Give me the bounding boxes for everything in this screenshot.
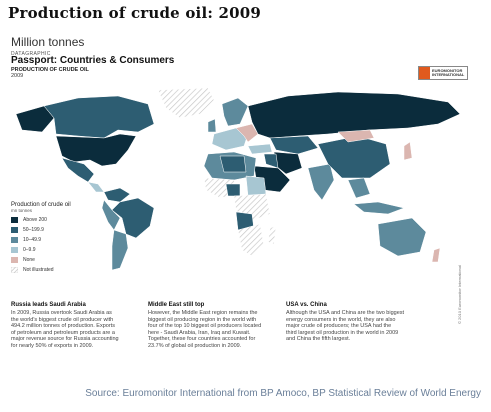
central-america-region [87, 181, 105, 193]
note-body: However, the Middle East region remains … [148, 310, 262, 349]
kazakhstan-region [269, 135, 319, 155]
new-zealand-region [431, 247, 441, 263]
australia-region [377, 217, 427, 257]
legend-item: 0–9.9 [11, 246, 71, 254]
southern-africa-region [237, 223, 265, 257]
source-caption: Source: Euromonitor International from B… [85, 388, 481, 399]
scandinavia-region [221, 97, 249, 127]
legend-swatch [11, 267, 18, 273]
note-heading: USA vs. China [286, 302, 327, 308]
sudan-region [245, 175, 267, 197]
legend-item: Above 200 [11, 216, 71, 224]
iraq-region [263, 153, 279, 169]
note-body: Although the USA and China are the two b… [286, 310, 405, 343]
greenland-region [157, 87, 215, 119]
alaska-region [15, 105, 55, 133]
note-heading: Russia leads Saudi Arabia [11, 302, 86, 308]
legend-title: Production of crude oil [11, 202, 71, 208]
world-map [15, 87, 461, 271]
unit-label: Million tonnes [11, 35, 85, 49]
argentina-region [111, 229, 129, 271]
mongolia-region [337, 129, 375, 143]
india-region [307, 163, 335, 201]
copyright-note: © 2010 Euromonitor International [457, 265, 462, 324]
note-russia: Russia leads Saudi Arabia In 2009, Russi… [11, 302, 141, 350]
infographic-title: Passport: Countries & Consumers [11, 55, 175, 66]
madagascar-region [267, 225, 277, 245]
indonesia-region [353, 201, 405, 215]
legend-item: Not illustrated [11, 266, 71, 274]
note-usa-china: USA vs. China Although the USA and China… [286, 302, 426, 343]
infographic-year: 2009 [11, 73, 24, 79]
legend-item: None [11, 256, 71, 264]
legend-swatch [11, 237, 18, 243]
euromonitor-logo: EUROMONITOR INTERNATIONAL [418, 66, 468, 80]
note-heading: Middle East still top [148, 302, 205, 308]
infographic-subtitle: PRODUCTION OF CRUDE OIL [11, 67, 89, 73]
legend-swatch [11, 227, 18, 233]
map-legend: Production of crude oil mn tonnes Above … [11, 202, 71, 276]
logo-mark-icon [419, 67, 430, 79]
note-body: In 2009, Russia overtook Saudi Arabia as… [11, 310, 119, 349]
legend-unit: mn tonnes [11, 208, 33, 213]
uk-region [207, 118, 217, 133]
legend-swatch [11, 257, 18, 263]
canada-region [43, 95, 155, 139]
eastern-europe-region [235, 123, 259, 143]
datagraphic-kicker: DATAGRAPHIC [11, 51, 51, 57]
venezuela-region [103, 187, 131, 203]
legend-item: 10–49.9 [11, 236, 71, 244]
page-title: Production of crude oil: 2009 [8, 4, 262, 22]
legend-item: 50–199.9 [11, 226, 71, 234]
legend-swatch [11, 247, 18, 253]
russia-region [247, 91, 461, 139]
nigeria-region [225, 183, 241, 197]
turkey-region [247, 143, 273, 155]
southeast-asia-region [347, 177, 371, 199]
brazil-region [111, 197, 155, 239]
japan-region [403, 141, 413, 161]
legend-swatch [11, 217, 18, 223]
libya-algeria-region [219, 155, 247, 173]
note-middle-east: Middle East still top However, the Middl… [148, 302, 283, 350]
